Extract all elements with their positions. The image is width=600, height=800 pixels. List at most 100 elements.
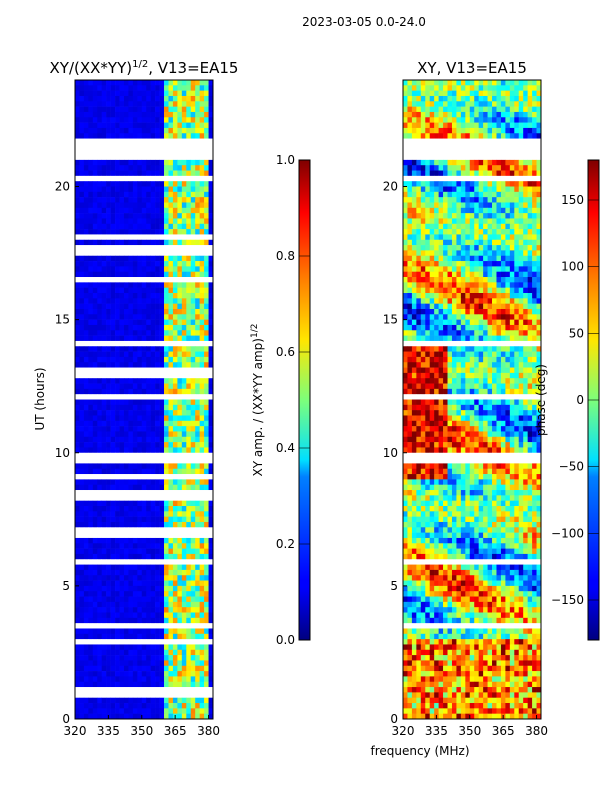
heatmap-cell-0 <box>155 117 160 123</box>
heatmap-cell-0 <box>181 687 187 693</box>
heatmap-cell-1 <box>487 197 493 203</box>
heatmap-cell-0 <box>123 362 129 368</box>
heatmap-cell-0 <box>123 277 129 283</box>
heatmap-cell-0 <box>168 516 174 523</box>
heatmap-cell-1 <box>469 127 475 134</box>
heatmap-cell-0 <box>128 255 134 262</box>
heatmap-cell-0 <box>137 250 143 257</box>
heatmap-cell-1 <box>451 234 457 241</box>
heatmap-cell-1 <box>509 181 515 187</box>
heatmap-cell-0 <box>195 101 200 107</box>
heatmap-cell-1 <box>483 165 488 171</box>
heatmap-cell-0 <box>110 521 116 528</box>
heatmap-cell-1 <box>509 80 515 86</box>
heatmap-cell-1 <box>465 250 471 257</box>
heatmap-cell-0 <box>208 490 214 496</box>
heatmap-cell-1 <box>483 95 488 102</box>
heatmap-cell-0 <box>204 298 209 304</box>
heatmap-cell-0 <box>110 245 116 251</box>
heatmap-cell-0 <box>132 340 138 347</box>
heatmap-cell-0 <box>75 261 80 267</box>
heatmap-cell-0 <box>146 585 151 592</box>
heatmap-cell-0 <box>141 532 147 539</box>
heatmap-cell-0 <box>137 80 143 86</box>
heatmap-cell-1 <box>416 143 422 150</box>
heatmap-cell-1 <box>443 218 448 225</box>
heatmap-cell-1 <box>420 239 426 246</box>
heatmap-cell-0 <box>92 655 98 661</box>
heatmap-cell-0 <box>92 703 98 709</box>
heatmap-cell-0 <box>164 266 169 273</box>
heatmap-cell-0 <box>186 117 192 123</box>
heatmap-cell-0 <box>150 245 156 251</box>
heatmap-cell-0 <box>128 213 134 219</box>
heatmap-cell-0 <box>88 340 94 347</box>
heatmap-cell-0 <box>97 122 103 129</box>
heatmap-cell-1 <box>465 170 471 177</box>
heatmap-cell-0 <box>186 218 192 225</box>
heatmap-cell-0 <box>195 447 200 454</box>
heatmap-cell-0 <box>132 399 138 406</box>
heatmap-cell-0 <box>128 468 134 475</box>
heatmap-cell-0 <box>115 543 120 549</box>
heatmap-cell-0 <box>110 436 116 443</box>
heatmap-cell-1 <box>403 95 408 102</box>
heatmap-cell-0 <box>195 607 200 613</box>
heatmap-cell-1 <box>514 165 520 171</box>
heatmap-cell-0 <box>186 186 192 193</box>
heatmap-cell-1 <box>434 197 439 203</box>
heatmap-cell-0 <box>97 708 103 714</box>
heatmap-cell-0 <box>88 404 94 411</box>
heatmap-cell-0 <box>177 500 183 507</box>
heatmap-cell-0 <box>92 644 98 651</box>
heatmap-cell-0 <box>204 676 209 683</box>
heatmap-cell-1 <box>447 127 453 134</box>
heatmap-cell-1 <box>456 111 462 118</box>
heatmap-cell-0 <box>181 191 187 198</box>
heatmap-cell-0 <box>150 191 156 198</box>
heatmap-cell-0 <box>177 484 183 491</box>
heatmap-cell-0 <box>83 324 89 331</box>
heatmap-cell-0 <box>141 665 147 672</box>
heatmap-cell-0 <box>186 261 192 267</box>
heatmap-cell-1 <box>460 181 466 187</box>
heatmap-cell-0 <box>83 111 89 118</box>
heatmap-cell-0 <box>83 463 89 470</box>
heatmap-cell-0 <box>75 687 80 693</box>
heatmap-cell-1 <box>492 261 497 267</box>
heatmap-cell-0 <box>115 484 120 491</box>
heatmap-cell-0 <box>159 175 165 182</box>
heatmap-cell-1 <box>407 80 413 86</box>
heatmap-cell-0 <box>141 303 147 310</box>
heatmap-cell-0 <box>115 271 120 278</box>
heatmap-cell-1 <box>523 234 528 241</box>
heatmap-cell-1 <box>483 255 488 262</box>
heatmap-cell-0 <box>181 277 187 283</box>
heatmap-cell-0 <box>137 607 143 613</box>
heatmap-cell-1 <box>523 181 528 187</box>
heatmap-cell-0 <box>75 559 80 565</box>
heatmap-cell-0 <box>177 516 183 523</box>
heatmap-cell-0 <box>208 564 214 571</box>
heatmap-cell-1 <box>505 191 511 198</box>
heatmap-cell-0 <box>195 207 200 214</box>
heatmap-cell-0 <box>168 303 174 310</box>
heatmap-cell-1 <box>492 229 497 235</box>
heatmap-cell-0 <box>141 388 147 395</box>
heatmap-cell-0 <box>88 106 94 113</box>
heatmap-cell-0 <box>128 458 134 464</box>
heatmap-cell-0 <box>132 692 138 699</box>
heatmap-cell-0 <box>150 447 156 454</box>
heatmap-cell-0 <box>190 537 196 544</box>
heatmap-cell-0 <box>75 415 80 422</box>
heatmap-cell-0 <box>208 585 214 592</box>
heatmap-cell-1 <box>536 282 542 288</box>
heatmap-cell-0 <box>106 628 111 635</box>
heatmap-cell-0 <box>208 133 214 139</box>
heatmap-cell-1 <box>447 266 453 273</box>
heatmap-cell-0 <box>137 665 143 672</box>
heatmap-cell-1 <box>460 261 466 267</box>
heatmap-cell-0 <box>137 271 143 278</box>
heatmap-cell-0 <box>155 506 160 512</box>
heatmap-cell-0 <box>141 213 147 219</box>
